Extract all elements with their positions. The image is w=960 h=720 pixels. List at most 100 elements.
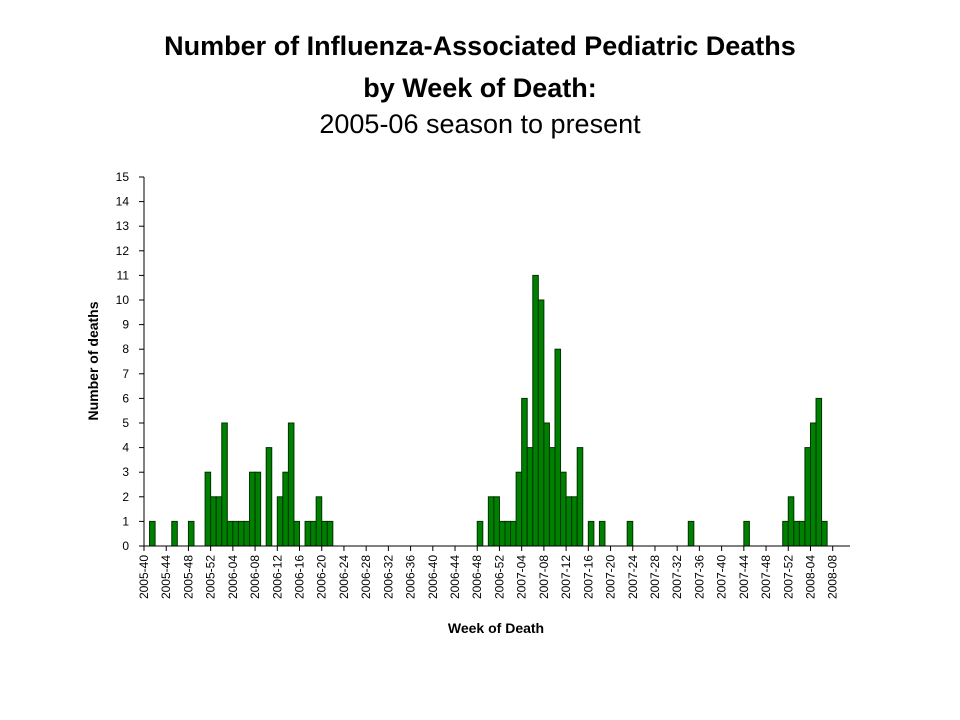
- y-axis-label: Number of deaths: [85, 301, 101, 420]
- bar-2007-16: [587, 520, 595, 547]
- bar-2007-11: [560, 471, 567, 547]
- x-tick-label: 2006-44: [448, 555, 462, 599]
- bar-2007-09: [548, 447, 556, 547]
- x-tick-label: 2007-12: [559, 555, 573, 599]
- x-tick-label: 2007-44: [737, 555, 751, 599]
- bar-2007-07: [537, 299, 545, 547]
- y-tick-label: 13: [116, 219, 130, 233]
- bar-2007-04: [521, 397, 528, 547]
- bar-2006-19: [315, 496, 323, 547]
- bar-2007-51: [782, 520, 789, 547]
- x-tick-label: 2006-52: [493, 555, 507, 599]
- bar-2007-23: [626, 520, 634, 547]
- y-tick-label: 14: [116, 195, 130, 209]
- bars-group: [149, 274, 828, 547]
- y-tick-label: 7: [122, 367, 129, 381]
- bar-2007-10: [554, 348, 562, 547]
- x-tick-label: 2006-16: [293, 555, 307, 599]
- bar-2006-52: [498, 520, 506, 547]
- bar-2006-50: [487, 496, 495, 547]
- y-tick-label: 8: [122, 342, 129, 356]
- bar-2006-14: [287, 422, 295, 547]
- x-tick-label: 2007-04: [515, 555, 529, 599]
- bar-2006-10: [265, 447, 273, 547]
- bar-2006-04: [232, 520, 239, 547]
- chart-title-line1: Number of Influenza-Associated Pediatric…: [164, 31, 796, 61]
- x-tick-label: 2007-16: [581, 555, 595, 599]
- x-tick-label: 2008-08: [826, 555, 840, 599]
- x-tick-label: 2005-52: [204, 555, 218, 599]
- bar-2006-08: [254, 471, 262, 547]
- x-tick-label: 2008-04: [804, 555, 818, 599]
- x-tick-label: 2006-20: [315, 555, 329, 599]
- bar-2005-41: [149, 520, 156, 547]
- bar-2006-18: [310, 520, 317, 547]
- bar-2008-03: [804, 447, 811, 547]
- bar-2006-20: [321, 520, 328, 547]
- bar-2007-18: [598, 520, 606, 547]
- x-tick-label: 2007-40: [715, 555, 729, 599]
- bar-2007-44: [743, 520, 750, 547]
- bar-2008-02: [798, 520, 806, 547]
- x-tick-label: 2006-24: [337, 555, 351, 599]
- x-axis-label: Week of Death: [448, 620, 544, 636]
- x-tick-label: 2007-32: [670, 555, 684, 599]
- bar-2008-01: [793, 520, 800, 547]
- x-tick-label: 2007-08: [537, 555, 551, 599]
- y-tick-label: 2: [122, 490, 129, 504]
- bar-2006-06: [243, 520, 251, 547]
- bar-2006-21: [326, 520, 334, 547]
- x-tick-label: 2005-44: [159, 555, 173, 599]
- y-tick-label: 5: [122, 416, 129, 430]
- bar-2006-01: [215, 496, 223, 547]
- bar-2008-06: [821, 520, 828, 547]
- y-tick-label: 9: [122, 318, 129, 332]
- bar-2005-45: [171, 520, 178, 547]
- y-tick-label: 12: [116, 244, 130, 258]
- x-tick-label: 2007-52: [781, 555, 795, 599]
- x-tick-label: 2005-40: [137, 555, 151, 599]
- bar-2007-06: [532, 274, 539, 547]
- bar-2006-02: [221, 422, 228, 547]
- x-tick-label: 2006-12: [270, 555, 284, 599]
- bar-2006-12: [276, 496, 284, 547]
- bar-2007-34: [687, 520, 695, 547]
- bar-2006-13: [282, 471, 289, 547]
- y-tick-label: 4: [122, 441, 129, 455]
- y-tick-label: 11: [117, 268, 130, 282]
- bar-2007-01: [504, 520, 512, 547]
- y-tick-label: 1: [122, 514, 129, 528]
- y-tick-label: 10: [116, 293, 130, 307]
- x-tick-label: 2007-48: [759, 555, 773, 599]
- bar-2007-02: [510, 520, 517, 547]
- bar-2006-05: [237, 520, 245, 547]
- x-axis: 2005-40 2005-44 2005-48 2005-52 2006-04 2006-…: [137, 545, 850, 599]
- bar-2007-13: [571, 496, 578, 547]
- bar-2008-05: [815, 397, 823, 547]
- bar-2005-48: [187, 520, 195, 547]
- bar-2006-51: [493, 496, 500, 547]
- x-tick-label: 2005-48: [181, 555, 195, 599]
- x-tick-label: 2006-08: [248, 555, 262, 599]
- x-tick-label: 2006-36: [404, 555, 418, 599]
- bar-2007-12: [565, 496, 573, 547]
- bar-2006-07: [249, 471, 256, 547]
- chart-subtitle: 2005-06 season to present: [319, 109, 641, 139]
- bar-2005-51: [204, 471, 212, 547]
- x-tick-label: 2007-24: [626, 555, 640, 599]
- x-tick-label: 2006-04: [226, 555, 240, 599]
- bar-2007-08: [543, 422, 550, 547]
- bar-2006-03: [226, 520, 234, 547]
- x-tick-label: 2006-32: [381, 555, 395, 599]
- y-tick-label: 3: [122, 465, 129, 479]
- x-tick-label: 2006-28: [359, 555, 373, 599]
- y-tick-label: 6: [122, 391, 129, 405]
- bar-2005-52: [210, 496, 217, 547]
- bar-2007-52: [787, 496, 795, 547]
- chart-title-line2: by Week of Death:: [363, 73, 597, 103]
- y-tick-label: 0: [122, 539, 129, 553]
- bar-2008-04: [809, 422, 817, 547]
- bar-2007-14: [576, 447, 584, 547]
